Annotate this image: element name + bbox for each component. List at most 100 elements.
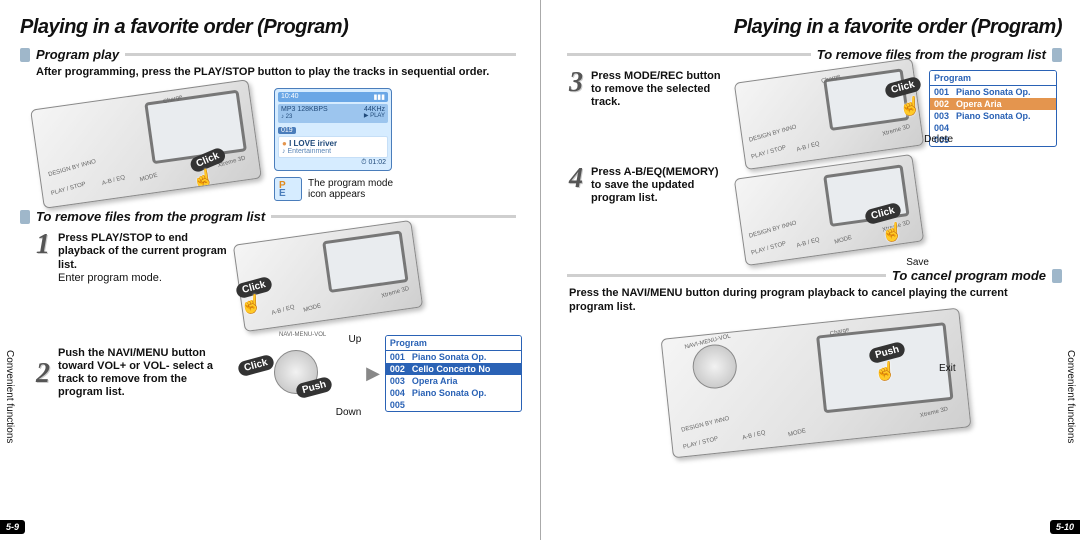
step-number: 1 bbox=[36, 232, 58, 257]
save-label: Save bbox=[906, 257, 929, 268]
screen-khz: 44KHz bbox=[364, 106, 385, 114]
device-label: A-B / EQ bbox=[796, 141, 820, 153]
program-list: Program 001Piano Sonata Op. 002Cello Con… bbox=[385, 335, 522, 412]
step-text: Press A-B/EQ(MEMORY) to save the updated… bbox=[591, 166, 731, 206]
step-bold: Press A-B/EQ(MEMORY) to save the updated… bbox=[591, 166, 719, 204]
device-illustration: A-B / EQ MODE Xtreme 3D bbox=[233, 220, 423, 332]
step-sub: Enter program mode. bbox=[58, 272, 228, 285]
program-list-header: Program bbox=[386, 336, 521, 351]
device-label: PLAY / STOP bbox=[751, 241, 787, 257]
section-cancel-program: To cancel program mode bbox=[561, 268, 1062, 283]
section-rule bbox=[567, 274, 886, 277]
hand-icon bbox=[240, 294, 256, 314]
page-right: Playing in a favorite order (Program) To… bbox=[540, 0, 1080, 540]
section-marker-icon bbox=[1052, 269, 1062, 283]
page-number: 5-9 bbox=[0, 520, 25, 534]
step-bold: Push the NAVI/MENU button toward VOL+ or… bbox=[58, 347, 213, 399]
section-rule bbox=[567, 53, 811, 56]
device-label: Xtreme 3D bbox=[919, 406, 948, 419]
section-remove-files-left: To remove files from the program list bbox=[20, 209, 522, 224]
page-title-right: Playing in a favorite order (Program) bbox=[561, 16, 1062, 39]
hand-icon bbox=[874, 361, 890, 381]
click-badge: Click bbox=[237, 354, 276, 378]
device-label: PLAY / STOP bbox=[682, 436, 718, 451]
step-text: Press PLAY/STOP to end playback of the c… bbox=[58, 232, 228, 285]
list-item: 004Piano Sonata Op. bbox=[386, 387, 521, 399]
section-title: Program play bbox=[36, 47, 119, 62]
device-label: NAVI-MENU-VOL bbox=[279, 332, 326, 338]
screen-line2: Entertainment bbox=[287, 148, 331, 155]
device-screen-icon bbox=[144, 90, 247, 165]
navi-dial-icon bbox=[690, 342, 738, 390]
device-label: PLAY / STOP bbox=[751, 145, 787, 161]
page-number: 5-10 bbox=[1050, 520, 1080, 534]
device-label: MODE bbox=[787, 428, 806, 438]
device-label: A-B / EQ bbox=[271, 305, 295, 317]
device-label: Xtreme 3D bbox=[381, 286, 410, 300]
section-title: To remove files from the program list bbox=[817, 47, 1046, 62]
up-label: Up bbox=[349, 334, 362, 345]
list-item: 003Piano Sonata Op. bbox=[930, 110, 1056, 122]
list-item: 001Piano Sonata Op. bbox=[386, 351, 521, 363]
device-label: PLAY / STOP bbox=[50, 182, 86, 198]
list-item: 002Opera Aria bbox=[930, 98, 1056, 110]
program-play-body: After programming, press the PLAY/STOP b… bbox=[36, 66, 522, 80]
section-rule bbox=[271, 215, 516, 218]
device-label: A-B / EQ bbox=[741, 429, 765, 441]
section-rule bbox=[125, 53, 516, 56]
device-illustration: DESIGN BY INNO PLAY / STOP A-B / EQ Char… bbox=[30, 80, 262, 210]
hand-icon bbox=[881, 222, 897, 242]
program-mode-icon bbox=[274, 177, 302, 201]
screen-tracknum: 019 bbox=[278, 127, 296, 134]
list-item: 004 bbox=[930, 122, 1056, 134]
step-bold: Press PLAY/STOP to end playback of the c… bbox=[58, 232, 227, 270]
player-screen: 10:40▮▮▮ MP3 128KBPS 44KHz ♪ 23 ▶ PLAY 0… bbox=[274, 88, 392, 171]
device-label: A-B / EQ bbox=[101, 175, 125, 187]
sidebar-label: Convenient functions bbox=[1065, 350, 1076, 443]
section-title: To remove files from the program list bbox=[36, 209, 265, 224]
down-label: Down bbox=[336, 407, 362, 418]
arrow-icon: ▶ bbox=[361, 363, 385, 384]
section-marker-icon bbox=[20, 210, 30, 224]
list-item: 002Cello Concerto No bbox=[386, 363, 521, 375]
device-screen-icon bbox=[322, 230, 408, 293]
device-illustration: DESIGN BY INNO PLAY / STOP A-B / EQ Xtre… bbox=[734, 58, 924, 170]
section-marker-icon bbox=[1052, 48, 1062, 62]
device-label: MODE bbox=[834, 235, 853, 246]
mode-caption: The program mode icon appears bbox=[308, 178, 398, 200]
page-left: Playing in a favorite order (Program) Pr… bbox=[0, 0, 540, 540]
step-text: Press MODE/REC button to remove the sele… bbox=[591, 70, 731, 110]
step-number: 4 bbox=[569, 166, 591, 191]
section-title: To cancel program mode bbox=[892, 268, 1046, 283]
list-item: 001Piano Sonata Op. bbox=[930, 86, 1056, 98]
step-number: 2 bbox=[36, 361, 58, 386]
device-label: DESIGN BY INNO bbox=[680, 415, 729, 433]
device-label: DESIGN BY INNO bbox=[48, 159, 97, 178]
page-title-left: Playing in a favorite order (Program) bbox=[20, 16, 522, 39]
device-label: DESIGN BY INNO bbox=[748, 220, 797, 239]
device-label: MODE bbox=[139, 173, 158, 184]
device-illustration: NAVI-MENU-VOL DESIGN BY INNO PLAY / STOP… bbox=[660, 307, 971, 458]
screen-codec: MP3 128KBPS bbox=[281, 106, 328, 113]
sidebar-label: Convenient functions bbox=[4, 350, 15, 443]
program-list-header: Program bbox=[930, 71, 1056, 86]
screen-time: 10:40 bbox=[281, 93, 299, 101]
device-label: A-B / EQ bbox=[796, 237, 820, 249]
section-remove-files-right: To remove files from the program list bbox=[561, 47, 1062, 62]
hand-icon bbox=[191, 169, 210, 191]
list-item: 005 bbox=[386, 399, 521, 411]
step-text: Push the NAVI/MENU button toward VOL+ or… bbox=[58, 347, 228, 400]
step-number: 3 bbox=[569, 70, 591, 95]
device-label: MODE bbox=[303, 303, 322, 314]
delete-label: Delete bbox=[924, 134, 953, 145]
exit-label: Exit bbox=[939, 363, 956, 374]
cancel-body: Press the NAVI/MENU button during progra… bbox=[569, 287, 1054, 315]
hand-icon bbox=[899, 96, 915, 116]
screen-elapsed: 01:02 bbox=[368, 159, 386, 166]
screen-status: PLAY bbox=[370, 113, 385, 119]
section-marker-icon bbox=[20, 48, 30, 62]
list-item: 003Opera Aria bbox=[386, 375, 521, 387]
section-program-play: Program play bbox=[20, 47, 522, 62]
screen-line1: I LOVE iriver bbox=[289, 139, 337, 148]
device-label: Xtreme 3D bbox=[882, 124, 911, 138]
